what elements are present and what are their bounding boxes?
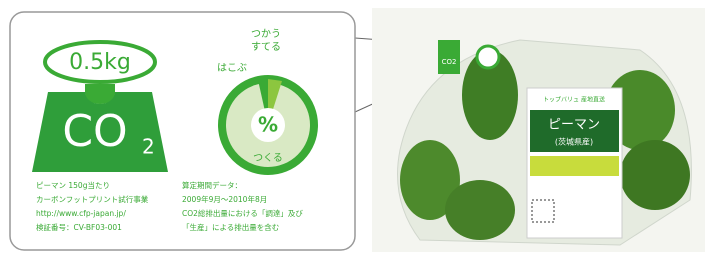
cfp-tag bbox=[438, 40, 460, 74]
note: 「生産」による排出量を含む bbox=[182, 222, 279, 232]
percent: % bbox=[258, 113, 278, 137]
note: ピーマン 150g当たり bbox=[36, 180, 110, 190]
cfp-pie bbox=[477, 46, 499, 68]
page: {"label": {"weight": "0.5kg", "co2": "CO… bbox=[0, 0, 713, 259]
scene: 0.5kg CO 2 % はこぶ つかう すてる つくる ピーマン 150g当た… bbox=[0, 0, 713, 259]
pie-label: つかう bbox=[251, 28, 281, 40]
label-stripe bbox=[530, 156, 619, 176]
qr-code bbox=[532, 200, 554, 222]
product-name: ピーマン bbox=[548, 118, 600, 133]
co2-subscript: 2 bbox=[142, 135, 155, 159]
pepper bbox=[445, 180, 515, 240]
co2-text: CO bbox=[62, 106, 127, 157]
pie-label: すてる bbox=[251, 41, 281, 53]
product-origin: (茨城県産) bbox=[555, 137, 593, 147]
note: http://www.cfp-japan.jp/ bbox=[36, 209, 126, 218]
weight: 0.5kg bbox=[69, 50, 131, 75]
note: 2009年9月〜2010年8月 bbox=[182, 194, 267, 204]
pie-label: はこぶ bbox=[217, 62, 247, 74]
note: カーボンフットプリント試行事業 bbox=[36, 194, 149, 204]
cfp-tag-text: CO2 bbox=[442, 58, 457, 66]
note: 算定期間データ： bbox=[182, 180, 242, 190]
pepper bbox=[620, 140, 690, 210]
pie-label: つくる bbox=[253, 152, 283, 164]
note: CO2総排出量における「調達」及び bbox=[182, 208, 303, 218]
brand: トップバリュ 産地直送 bbox=[543, 96, 605, 104]
note: 検証番号：CV-BF03-001 bbox=[36, 222, 122, 232]
